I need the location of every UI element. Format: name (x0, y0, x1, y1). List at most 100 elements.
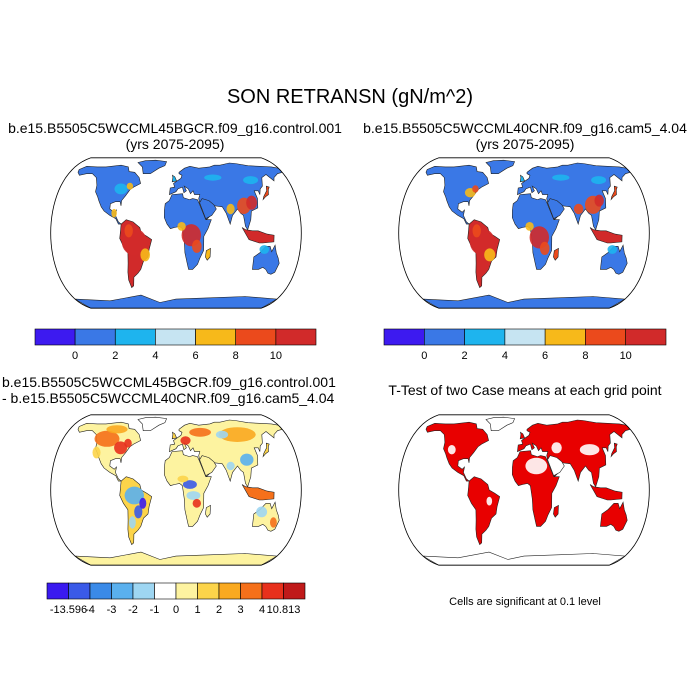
colorbar-tick-label: 3 (237, 604, 243, 616)
map-panel-3 (50, 414, 302, 566)
continent-arabia (547, 455, 565, 477)
continent-antarctica (422, 294, 626, 309)
map-panel-2 (398, 157, 650, 309)
continent-uk (171, 174, 178, 183)
colorbar-box (218, 582, 241, 600)
continent-greenland (485, 416, 516, 432)
continent-madagascar (205, 504, 211, 518)
colorbar-box (74, 328, 116, 346)
continent-antarctica (74, 294, 278, 309)
colorbar-tick-label: 6 (542, 350, 548, 362)
continent-north-america (425, 421, 489, 482)
continent-madagascar (553, 247, 559, 261)
region-blob (552, 174, 570, 181)
colorbar-tick-label: 2 (462, 350, 468, 362)
map-border (398, 157, 650, 309)
colorbar-tick-label: -2 (128, 604, 138, 616)
colorbar-box (504, 328, 546, 346)
region-blob (579, 444, 600, 456)
colorbar-box (115, 328, 156, 346)
panel3-title-line2: - b.e15.B5505C5WCCML40CNR.f09_g16.cam5_4… (2, 390, 335, 406)
map-panel-4 (398, 414, 650, 566)
colorbar-box (68, 582, 91, 600)
continent-uk (519, 174, 526, 183)
region-blob (186, 491, 201, 500)
colorbar-box (423, 328, 465, 346)
region-blob (124, 224, 133, 238)
colorbar-box (154, 582, 177, 600)
figure-title: SON RETRANSN (gN/m^2) (226, 86, 474, 108)
colorbar-2: 0 2 4 6 8 10 (383, 328, 667, 362)
colorbar-box (275, 328, 317, 346)
colorbar-tick-label: 8 (582, 350, 588, 362)
region-blob (126, 182, 134, 190)
colorbar-tick-label: 4 (259, 604, 265, 616)
colorbar-1: 0 2 4 6 8 10 (34, 328, 317, 362)
colorbar-tick-label: 10 (620, 350, 632, 362)
region-blob (472, 185, 479, 193)
continent-japan (610, 185, 618, 201)
region-blob (106, 425, 128, 434)
colorbar-box (240, 582, 263, 600)
panel3-title: b.e15.B5505C5WCCML45BGCR.f09_g16.control… (2, 374, 352, 406)
panel1-title-line1: b.e15.B5505C5WCCML45BGCR.f09_g16.control… (8, 120, 342, 136)
region-blob (246, 195, 257, 210)
colorbar-box (175, 582, 198, 600)
region-blob (129, 516, 136, 529)
continent-japan (262, 185, 270, 201)
region-blob (472, 224, 481, 238)
region-blob (189, 427, 212, 437)
colorbar-box (383, 328, 425, 346)
continent-greenland (137, 416, 168, 432)
region-blob (215, 430, 229, 439)
panel4-title: T-Test of two Case means at each grid po… (350, 382, 700, 398)
panel2-title-line2: (yrs 2075-2095) (475, 136, 575, 152)
continent-madagascar (553, 504, 559, 518)
colorbar-box (46, 582, 69, 600)
colorbar-tick-label: 4 (502, 350, 508, 362)
colorbar-tick-label: -4 (85, 604, 95, 616)
continent-antarctica (74, 551, 278, 566)
colorbar-box (197, 582, 220, 600)
region-blob (114, 441, 128, 455)
colorbar-tick-label: 8 (233, 350, 239, 362)
continent-greenland (485, 159, 516, 174)
region-blob (180, 436, 191, 445)
continent-australia (600, 244, 628, 275)
region-blob (177, 475, 189, 483)
region-blob (114, 183, 128, 195)
panel4-title-line1: T-Test of two Case means at each grid po… (388, 382, 662, 398)
colorbar-tick-label: 4 (152, 350, 158, 362)
colorbar-box (34, 328, 76, 346)
continent-australia (600, 501, 628, 532)
region-blob (594, 194, 604, 207)
significance-note: Cells are significant at 0.1 level (449, 596, 601, 608)
continent-arabia (199, 198, 217, 220)
colorbar-box (585, 328, 627, 346)
continent-arabia (547, 198, 565, 220)
region-blob (139, 497, 147, 509)
colorbar-tick-label: 10.813 (267, 604, 301, 616)
continent-indonesia (241, 484, 275, 501)
colorbar-box (283, 582, 306, 600)
colorbar-tick-label: -13.596 (50, 604, 87, 616)
colorbar-tick-label: 10 (270, 350, 282, 362)
continent-north-america (77, 421, 141, 482)
continent-australia (252, 244, 280, 275)
colorbar-tick-label: 0 (173, 604, 179, 616)
map-panel-1 (50, 157, 302, 309)
colorbar-box (235, 328, 277, 346)
colorbar-box (625, 328, 667, 346)
continent-arabia (199, 455, 217, 477)
continent-south-america (467, 476, 501, 546)
panel2-title-line1: b.e15.B5505C5WCCML40CNR.f09_g16.cam5_4.0… (363, 120, 687, 136)
region-blob (539, 241, 550, 255)
region-blob (124, 438, 132, 448)
region-blob (226, 461, 235, 471)
region-blob (259, 245, 270, 254)
colorbar-tick-label: 0 (421, 350, 427, 362)
region-blob (226, 203, 235, 215)
colorbar-box (261, 582, 284, 600)
region-blob (486, 496, 493, 506)
